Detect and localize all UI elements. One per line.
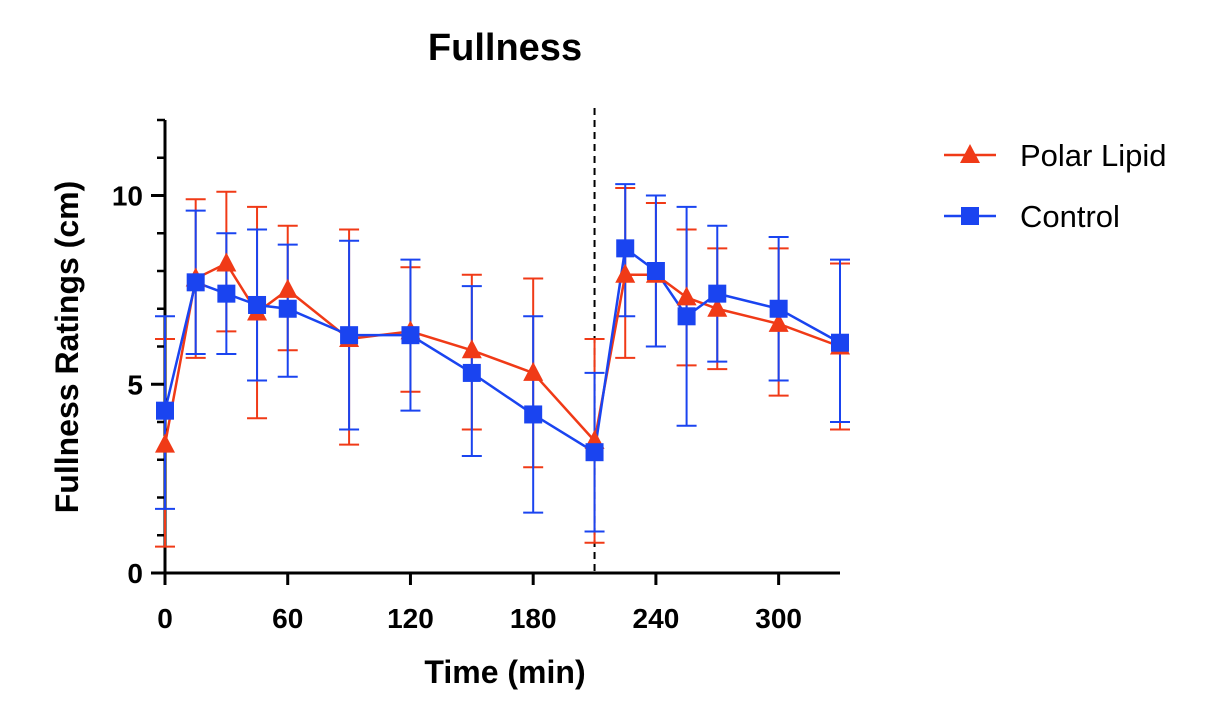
x-axis-label: Time (min) (424, 654, 585, 690)
x-tick-label: 180 (510, 603, 557, 634)
control-point (186, 273, 205, 292)
chart-title: Fullness (428, 27, 582, 69)
legend-marker-polar-lipid (960, 144, 980, 163)
control-point (278, 299, 297, 318)
control-point (462, 363, 481, 382)
control-point (340, 326, 359, 345)
y-tick-label: 10 (112, 181, 143, 212)
control-point (831, 333, 849, 352)
control-point (585, 443, 604, 462)
control-point (524, 405, 543, 424)
polar-lipid-point (523, 361, 544, 381)
legend-label-control: Control (1020, 199, 1120, 234)
control-point (248, 295, 267, 314)
polar-lipid-point (615, 263, 636, 283)
legend-label-polar-lipid: Polar Lipid (1020, 138, 1166, 173)
control-series-line (163, 246, 841, 455)
polar-lipid-point (216, 252, 237, 272)
polar-lipid-point (461, 339, 482, 359)
x-tick-label: 300 (755, 603, 802, 634)
control-point (769, 299, 788, 318)
control-point (616, 239, 635, 258)
polar-lipid-point (277, 278, 298, 298)
y-tick-label: 0 (127, 558, 143, 589)
x-tick-label: 60 (272, 603, 303, 634)
y-axis-label: Fullness Ratings (cm) (49, 181, 85, 514)
x-tick-label: 120 (387, 603, 434, 634)
legend-item-polar-lipid: Polar Lipid (944, 138, 1166, 173)
x-tick-label: 0 (157, 603, 173, 634)
polar-lipid-point (707, 297, 728, 317)
legend-marker-control (961, 207, 979, 225)
y-tick-label: 5 (127, 369, 143, 400)
control-point (677, 307, 696, 326)
x-tick-label: 240 (633, 603, 680, 634)
control-point (401, 326, 420, 345)
legend-item-control: Control (944, 199, 1120, 234)
polar-lipid-series-line (163, 261, 841, 445)
polar-lipid-point (676, 286, 697, 306)
control-point (708, 284, 727, 303)
polar-lipid-point (768, 312, 789, 332)
control-point (646, 262, 665, 280)
polar-lipid-point (155, 433, 175, 453)
control-point (156, 401, 174, 420)
control-point (217, 284, 236, 303)
